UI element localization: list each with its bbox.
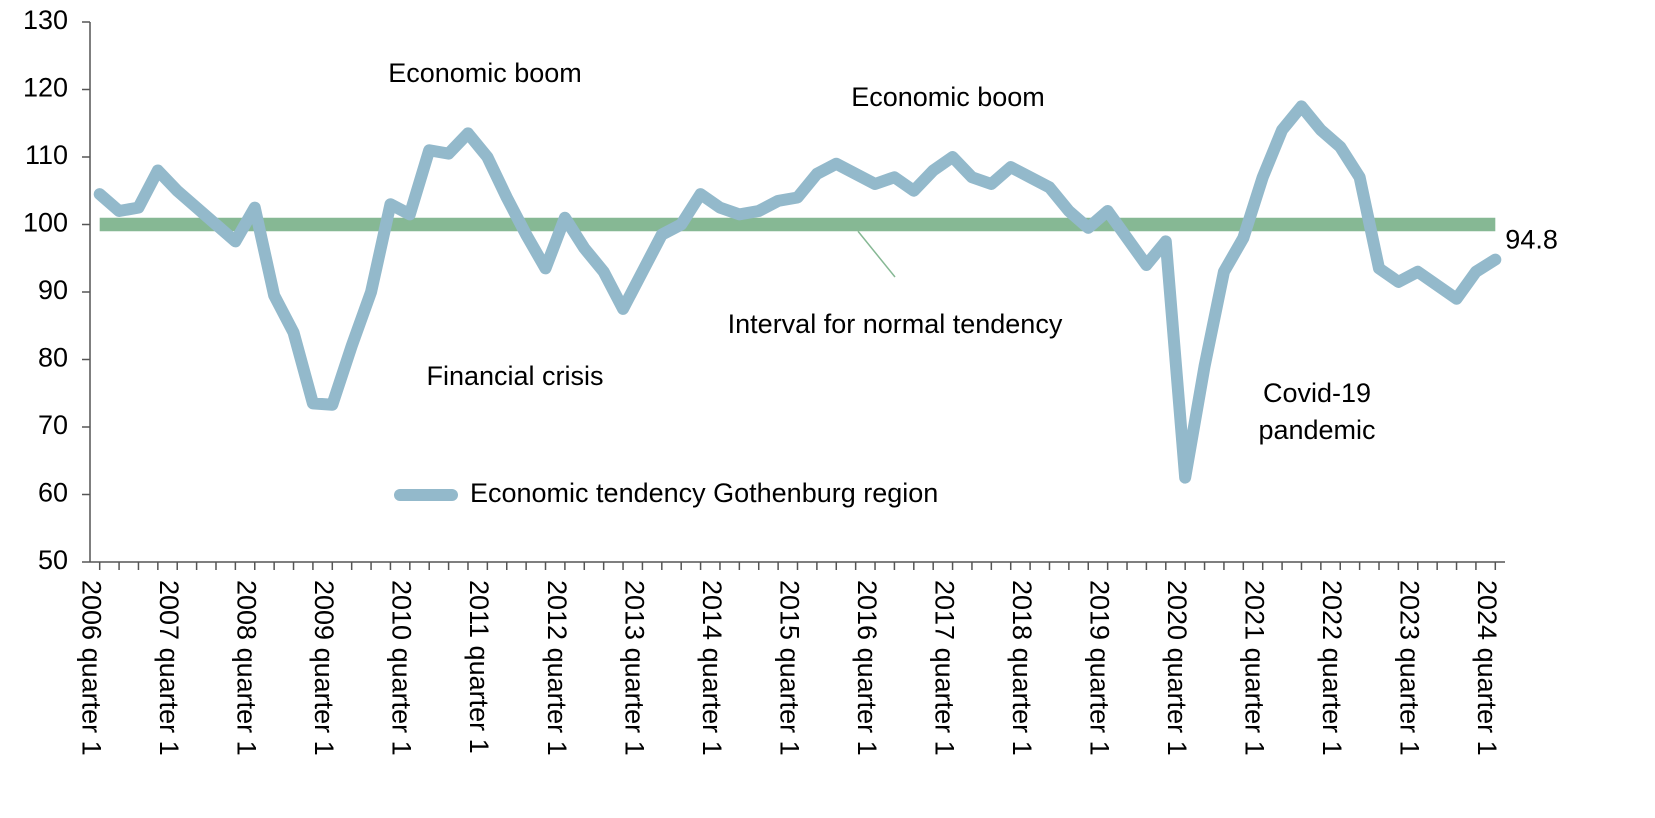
x-tick-label: 2017 quarter 1: [929, 580, 959, 756]
x-tick-label: 2016 quarter 1: [852, 580, 882, 756]
y-tick-label: 60: [38, 478, 68, 508]
y-tick-label: 80: [38, 343, 68, 373]
x-tick-label: 2013 quarter 1: [619, 580, 649, 756]
x-tick-label: 2009 quarter 1: [309, 580, 339, 756]
x-tick-label: 2010 quarter 1: [387, 580, 417, 756]
band-leader: [857, 230, 896, 278]
x-tick-label: 2021 quarter 1: [1240, 580, 1270, 756]
x-tick-label: 2012 quarter 1: [542, 580, 572, 756]
x-tick-label: 2008 quarter 1: [232, 580, 262, 756]
y-tick-label: 50: [38, 545, 68, 575]
y-tick-label: 120: [23, 73, 68, 103]
x-tick-label: 2014 quarter 1: [697, 580, 727, 756]
x-tick-label: 2024 quarter 1: [1472, 580, 1502, 756]
value-label: 94.8: [1505, 225, 1558, 255]
y-tick-label: 70: [38, 410, 68, 440]
series-line: [93, 100, 1502, 484]
y-tick-label: 130: [23, 5, 68, 35]
x-tick-label: 2015 quarter 1: [774, 580, 804, 756]
x-tick-label: 2020 quarter 1: [1162, 580, 1192, 756]
annotation: Financial crisis: [426, 361, 603, 391]
legend-label: Economic tendency Gothenburg region: [470, 478, 938, 508]
x-tick-label: 2019 quarter 1: [1085, 580, 1115, 756]
x-tick-label: 2022 quarter 1: [1317, 580, 1347, 756]
annotation: pandemic: [1258, 415, 1375, 445]
normal-band: [99, 217, 1496, 232]
y-tick-label: 100: [23, 208, 68, 238]
x-tick-label: 2006 quarter 1: [77, 580, 107, 756]
annotation: Covid-19: [1263, 378, 1371, 408]
band-label: Interval for normal tendency: [728, 309, 1063, 339]
x-tick-label: 2018 quarter 1: [1007, 580, 1037, 756]
x-tick-label: 2023 quarter 1: [1395, 580, 1425, 756]
y-tick-label: 90: [38, 275, 68, 305]
x-tick-label: 2007 quarter 1: [154, 580, 184, 756]
annotation: Economic boom: [388, 58, 582, 88]
x-tick-label: 2011 quarter 1: [464, 580, 494, 754]
y-tick-label: 110: [25, 140, 68, 170]
annotation: Economic boom: [851, 82, 1045, 112]
